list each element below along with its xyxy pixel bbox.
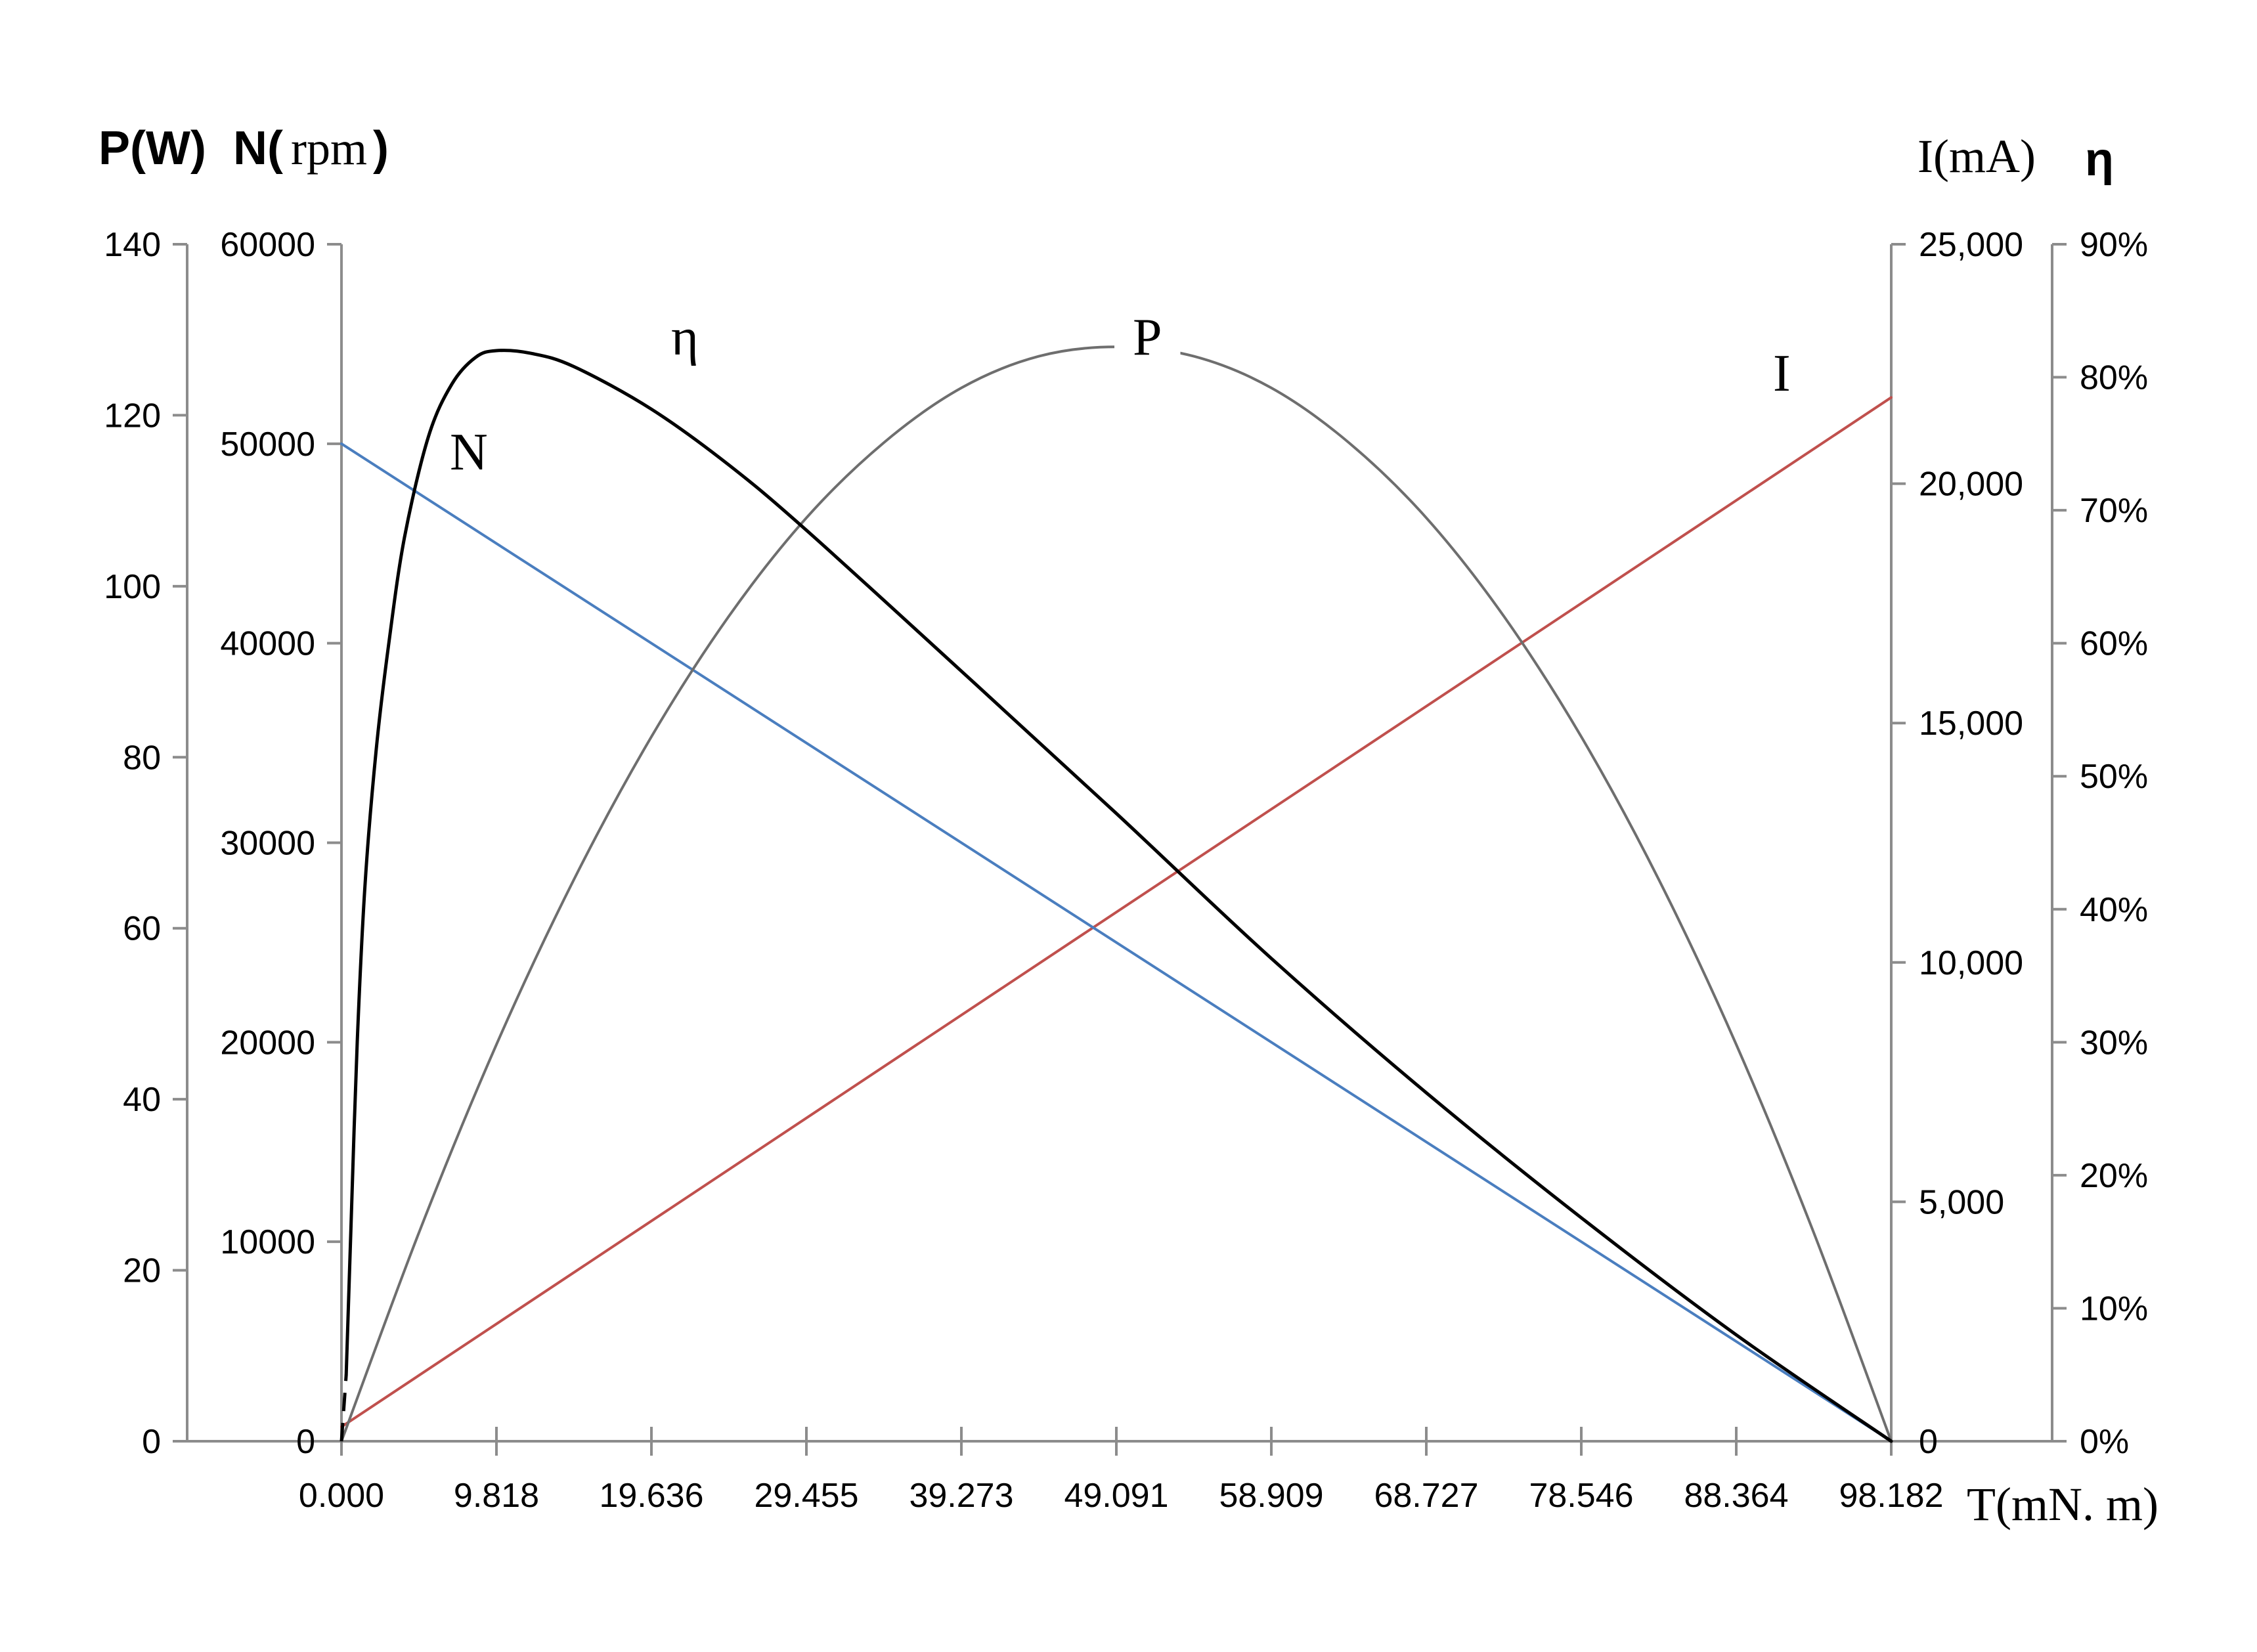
x-tick-label: 88.364 — [1684, 1477, 1788, 1515]
efficiency-tick-label: 20% — [2080, 1157, 2148, 1195]
torque-axis-title: T(mN. m) — [1967, 1478, 2158, 1531]
x-tick-label: 0.000 — [299, 1477, 384, 1515]
x-tick-label: 98.182 — [1839, 1477, 1943, 1515]
power-tick-label: 40 — [123, 1081, 161, 1119]
speed-tick-label: 0 — [296, 1423, 315, 1461]
efficiency-tick-label: 90% — [2080, 226, 2148, 264]
power-label-gap — [1114, 303, 1181, 372]
power-axis-title: P(W) — [99, 122, 206, 175]
x-tick-label: 19.636 — [599, 1477, 703, 1515]
efficiency-curve-label: η — [671, 309, 699, 366]
x-tick-label: 9.818 — [454, 1477, 539, 1515]
power-curve-label: P — [1133, 309, 1162, 366]
current-tick-label: 5,000 — [1919, 1183, 2004, 1221]
x-tick-label: 39.273 — [909, 1477, 1013, 1515]
x-tick-label: 68.727 — [1374, 1477, 1478, 1515]
speed-curve — [340, 442, 1893, 1443]
power-tick-label: 0 — [142, 1423, 161, 1461]
power-tick-label: 60 — [123, 910, 161, 948]
efficiency-curve-start — [340, 1374, 348, 1442]
power-tick-label: 140 — [104, 226, 161, 264]
efficiency-tick-label: 80% — [2080, 359, 2148, 397]
power-tick-label: 20 — [123, 1252, 161, 1290]
current-tick-label: 0 — [1919, 1423, 1938, 1461]
power-tick-label: 80 — [123, 739, 161, 777]
speed-axis-title-close: ) — [373, 122, 389, 175]
power-tick-label: 100 — [104, 568, 161, 606]
efficiency-tick-label: 0% — [2080, 1423, 2129, 1461]
current-tick-label: 10,000 — [1919, 944, 2023, 982]
current-tick-label: 15,000 — [1919, 705, 2023, 743]
current-curve-label: I — [1773, 345, 1791, 402]
power-tick-label: 120 — [104, 397, 161, 435]
efficiency-tick-label: 50% — [2080, 758, 2148, 796]
efficiency-tick-label: 10% — [2080, 1290, 2148, 1328]
efficiency-tick-label: 30% — [2080, 1024, 2148, 1062]
current-axis-title: I(mA) — [1917, 130, 2036, 183]
efficiency-tick-label: 40% — [2080, 891, 2148, 929]
speed-tick-label: 20000 — [220, 1024, 315, 1062]
efficiency-axis-title: η — [2085, 133, 2114, 186]
efficiency-tick-label: 70% — [2080, 492, 2148, 530]
x-tick-label: 49.091 — [1064, 1477, 1168, 1515]
speed-axis-unit: rpm — [291, 122, 367, 175]
speed-tick-label: 40000 — [220, 625, 315, 663]
x-tick-label: 29.455 — [754, 1477, 858, 1515]
speed-tick-label: 10000 — [220, 1223, 315, 1261]
speed-tick-label: 60000 — [220, 226, 315, 264]
current-tick-label: 25,000 — [1919, 226, 2023, 264]
x-tick-label: 78.546 — [1529, 1477, 1633, 1515]
current-tick-label: 20,000 — [1919, 466, 2023, 504]
speed-tick-label: 30000 — [220, 825, 315, 863]
efficiency-tick-label: 60% — [2080, 625, 2148, 663]
x-tick-label: 58.909 — [1219, 1477, 1323, 1515]
speed-curve-label: N — [450, 424, 488, 481]
speed-axis-title: N( — [233, 122, 283, 175]
speed-tick-label: 50000 — [220, 425, 315, 464]
series-layer — [340, 345, 1893, 1443]
axes: 0.000 9.818 19.636 29.455 39.273 49.091 58.909… — [104, 226, 2148, 1515]
current-curve — [340, 396, 1893, 1429]
efficiency-curve — [344, 349, 1893, 1443]
